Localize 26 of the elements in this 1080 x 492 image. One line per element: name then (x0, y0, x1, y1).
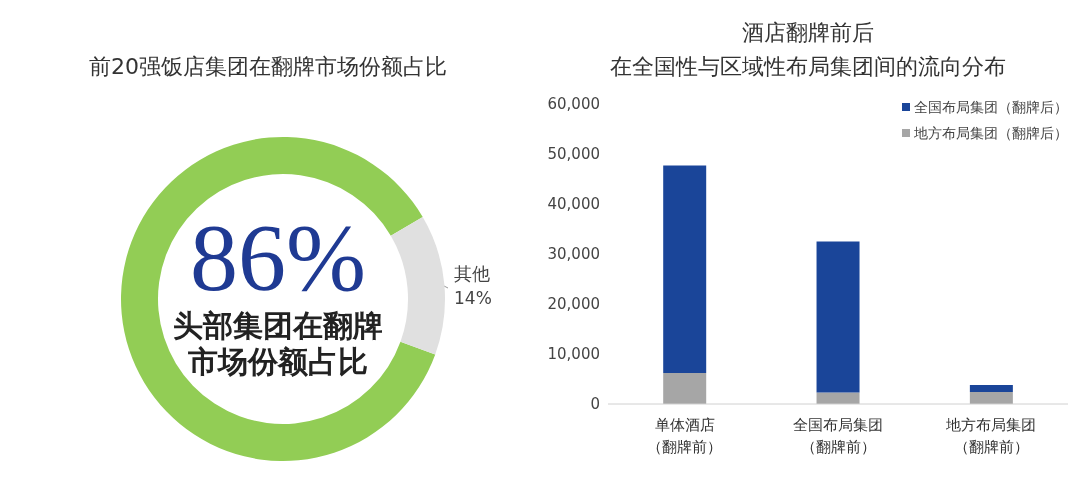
y-tick-label: 60,000 (547, 95, 600, 114)
chart-title: 酒店翻牌前后 (742, 19, 874, 47)
donut-slice (121, 137, 436, 461)
legend-label: 地方布局集团（翻牌后） (913, 124, 1068, 143)
bar (816, 241, 860, 393)
x-tick-label: 全国布局集团（翻牌前） (793, 416, 883, 456)
y-tick-label: 10,000 (547, 345, 600, 364)
y-tick-label: 0 (590, 395, 600, 414)
bar (969, 385, 1013, 392)
y-tick-label: 30,000 (547, 245, 600, 264)
chart-title: 前20强饭店集团在翻牌市场份额占比 (89, 53, 447, 81)
data-label: 86% (190, 204, 366, 311)
bar (663, 165, 707, 373)
donut-slice (390, 217, 445, 355)
bar (969, 392, 1013, 404)
x-tick-label: 单体酒店（翻牌前） (647, 416, 723, 456)
legend-label: 全国布局集团（翻牌后） (913, 98, 1068, 117)
bar (663, 373, 707, 404)
data-label: 14% (454, 288, 492, 308)
y-tick-label: 50,000 (547, 145, 600, 164)
y-tick-label: 40,000 (547, 195, 600, 214)
y-tick-label: 20,000 (547, 295, 600, 314)
x-tick-label: 地方布局集团（翻牌前） (945, 416, 1037, 456)
slice-label: 其他 (454, 263, 490, 284)
slice-label: 头部集团在翻牌市场份额占比 (173, 308, 383, 379)
chart-subtitle: 在全国性与区域性布局集团间的流向分布 (610, 53, 1006, 81)
